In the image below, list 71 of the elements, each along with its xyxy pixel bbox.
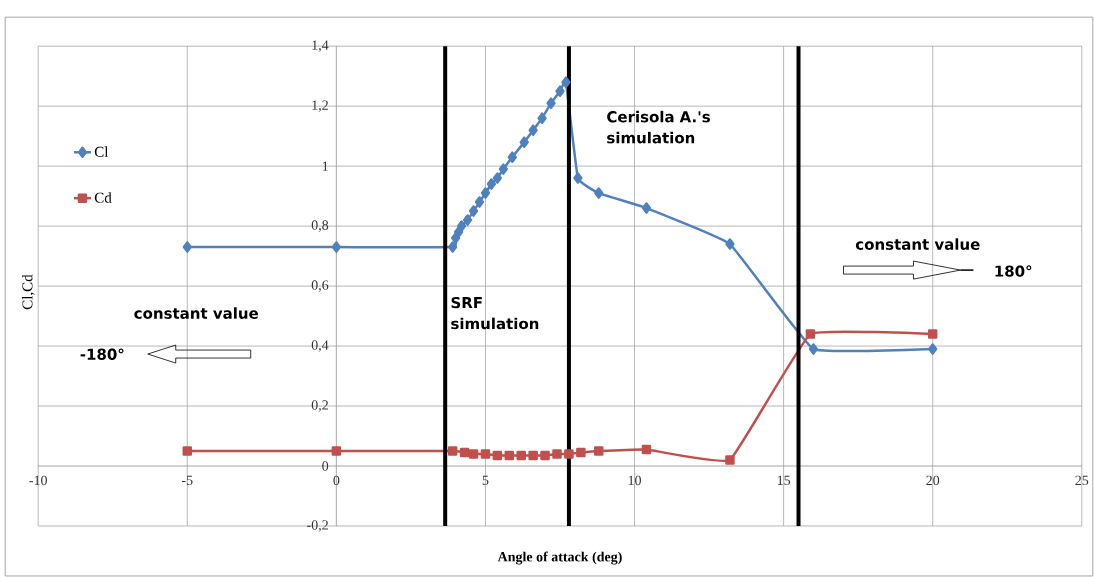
legend-label: Cd xyxy=(94,192,112,203)
point xyxy=(552,449,562,459)
annotation: Cerisola A.'s simulation xyxy=(607,110,710,144)
y-tick-label: -0,2 xyxy=(307,520,328,532)
point xyxy=(182,241,192,253)
x-tick-label: 5 xyxy=(482,475,489,485)
point xyxy=(448,241,458,253)
legend-label: Cl xyxy=(94,146,109,157)
x-tick-label: -10 xyxy=(29,475,47,486)
x-axis-title: Angle of attack (deg) xyxy=(497,551,622,565)
point xyxy=(516,450,526,461)
point xyxy=(498,163,508,175)
point xyxy=(927,329,938,339)
point xyxy=(546,97,556,109)
x-tick-label: 20 xyxy=(926,475,940,486)
annotation: constant value xyxy=(855,238,980,250)
y-tick-label: 1,2 xyxy=(312,100,328,112)
y-tick-label: 0,2 xyxy=(311,400,328,412)
point xyxy=(555,85,565,97)
point xyxy=(594,446,604,456)
point xyxy=(528,450,538,461)
point xyxy=(507,151,517,163)
point xyxy=(451,232,461,244)
point xyxy=(456,220,467,232)
point xyxy=(573,172,583,184)
annotation: SRF simulation xyxy=(451,296,539,330)
annotation: -180° xyxy=(80,348,124,360)
x-tick-label: 0 xyxy=(333,475,340,486)
y-tick-label: 0,8 xyxy=(311,220,329,232)
annotation: 180° xyxy=(995,265,1032,277)
point xyxy=(468,449,479,459)
point xyxy=(182,446,193,456)
x-tick-label: 25 xyxy=(1075,475,1089,486)
annotation: constant value xyxy=(134,307,259,319)
point xyxy=(537,112,547,124)
point xyxy=(474,196,485,208)
point xyxy=(528,124,538,136)
point xyxy=(564,449,574,459)
x-tick-label: 15 xyxy=(777,475,791,485)
y-tick-label: 0,4 xyxy=(311,340,329,352)
point xyxy=(459,447,470,458)
point xyxy=(519,136,529,148)
y-tick-label: 1 xyxy=(322,161,328,171)
point xyxy=(480,449,491,459)
y-axis-title: Cl,Cd xyxy=(21,274,35,310)
point xyxy=(561,76,571,88)
point xyxy=(808,343,819,355)
point xyxy=(928,343,938,355)
y-tick-label: 1,4 xyxy=(312,40,329,52)
point xyxy=(447,446,458,456)
point xyxy=(725,238,735,250)
y-tick-label: 0 xyxy=(322,461,329,471)
point xyxy=(725,455,735,465)
point xyxy=(462,214,473,226)
point xyxy=(504,450,515,461)
point xyxy=(331,446,342,456)
point xyxy=(492,172,502,184)
y-tick-label: 0,6 xyxy=(311,280,329,292)
point xyxy=(492,450,503,461)
x-tick-label: -5 xyxy=(181,475,193,485)
point xyxy=(594,187,604,199)
point xyxy=(331,241,341,253)
point xyxy=(641,444,652,455)
point xyxy=(468,205,479,217)
point xyxy=(576,447,586,458)
point xyxy=(486,178,497,190)
point xyxy=(540,450,550,461)
point xyxy=(641,202,652,214)
point xyxy=(805,329,816,339)
point xyxy=(480,187,491,199)
x-tick-label: 10 xyxy=(628,475,641,486)
